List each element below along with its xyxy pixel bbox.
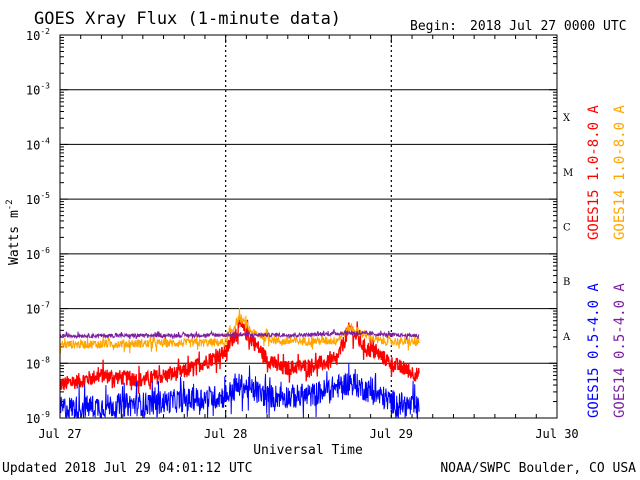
x-tick-label: Jul 30: [535, 427, 578, 441]
legend: GOES15 1.0-8.0 A GOES14 1.0-8.0 A GOES15 0…: [586, 105, 628, 418]
credit-text: NOAA/SWPC Boulder, CO USA: [440, 461, 636, 476]
legend-entry: GOES15 1.0-8.0 A: [586, 105, 602, 240]
flare-class-label: A: [562, 332, 571, 343]
y-tick-label: 10-9: [26, 410, 50, 426]
begin-value: 2018 Jul 27 0000 UTC: [470, 19, 627, 34]
y-tick-label: 10-8: [26, 355, 50, 371]
flare-class-labels: X M C B A: [562, 113, 573, 343]
chart-title: GOES Xray Flux (1-minute data): [34, 9, 341, 29]
y-tick-label: 10-7: [26, 301, 50, 317]
x-tick-label: Jul 27: [38, 427, 81, 441]
x-axis-label: Universal Time: [253, 443, 363, 458]
y-tick-label: 10-2: [26, 27, 50, 43]
legend-entry: GOES14 1.0-8.0 A: [612, 105, 628, 240]
flare-class-label: M: [563, 168, 573, 179]
flare-class-label: X: [563, 113, 571, 124]
plot-frame: [59, 34, 558, 419]
flare-class-label: C: [563, 223, 571, 234]
x-tick-label: Jul 28: [204, 427, 247, 441]
series-line: [59, 363, 420, 420]
data-series: [59, 307, 420, 420]
legend-entry: GOES15 0.5-4.0 A: [586, 283, 602, 418]
legend-entry: GOES14 0.5-4.0 A: [612, 283, 628, 418]
x-axis-ticks: Jul 27 Jul 28 Jul 29 Jul 30: [38, 35, 579, 441]
y-tick-label: 10-4: [26, 136, 50, 152]
flare-class-label: B: [563, 277, 570, 288]
y-tick-label: 10-5: [26, 191, 50, 207]
series-line: [59, 328, 420, 340]
updated-text: Updated 2018 Jul 29 04:01:12 UTC: [2, 461, 252, 476]
y-tick-label: 10-6: [26, 246, 50, 262]
y-axis-label: Watts m-2: [5, 199, 22, 265]
begin-label: Begin:: [410, 19, 457, 34]
y-tick-label: 10-3: [26, 82, 50, 98]
x-tick-label: Jul 29: [370, 427, 413, 441]
